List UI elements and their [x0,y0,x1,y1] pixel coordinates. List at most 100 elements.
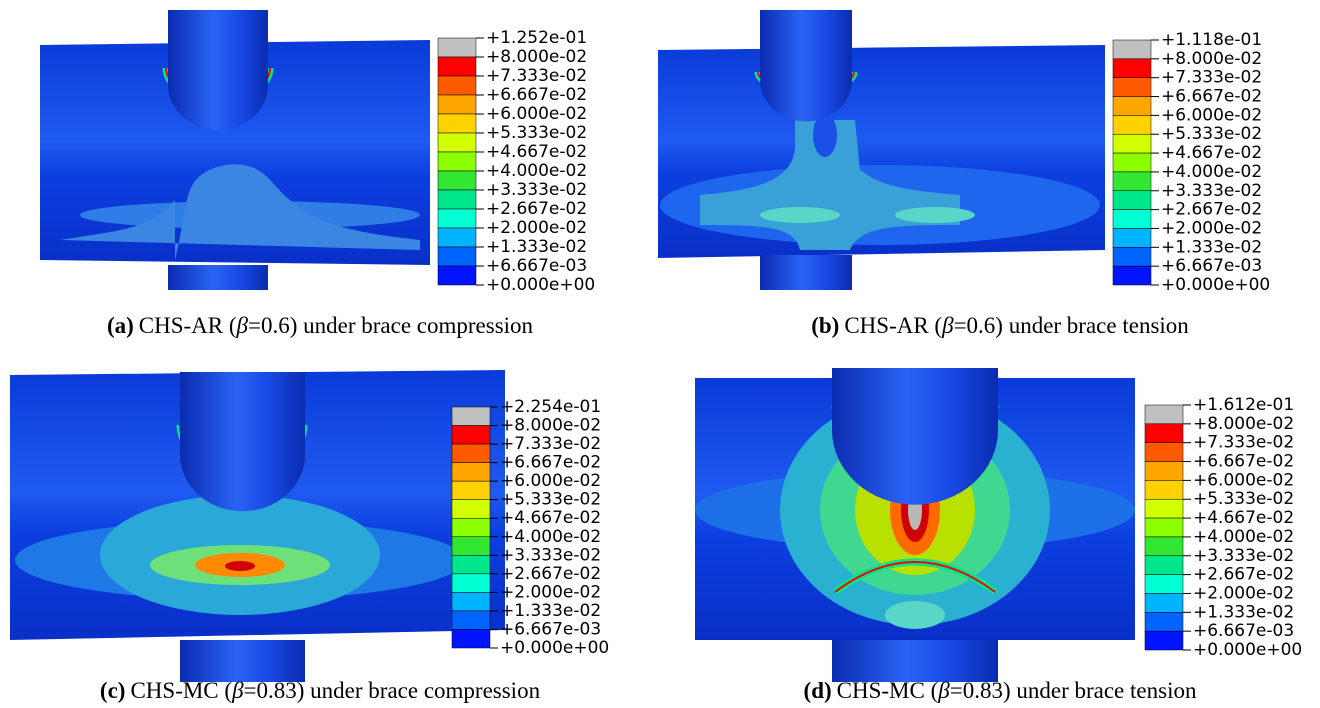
legend-swatch [1113,134,1151,153]
caption-prefix: CHS-AR ( [844,313,942,338]
legend-label: +6.667e-02 [500,453,601,473]
legend-swatch [438,247,476,266]
legend-label: +4.000e-02 [1193,527,1294,547]
legend-label: +8.000e-02 [486,47,587,67]
stress-region [760,207,840,223]
legend-swatch [1113,59,1151,78]
caption-suffix: =0.83) under brace tension [950,678,1197,703]
caption-suffix: =0.6) under brace tension [954,313,1190,338]
legend-label: +3.333e-02 [1193,546,1294,566]
legend-swatch [1113,78,1151,97]
legend-swatch [1113,210,1151,229]
legend-label: +4.667e-02 [1161,143,1262,163]
legend-swatch [438,57,476,76]
brace [168,10,268,130]
legend-swatch [1145,537,1183,556]
legend-swatch [452,574,490,593]
legend-swatch [1145,556,1183,575]
legend-label: +8.000e-02 [1161,49,1262,69]
legend-swatch [1113,191,1151,210]
legend-label: +3.333e-02 [1161,181,1262,201]
legend-swatch [438,152,476,171]
legend-label: +4.000e-02 [500,527,601,547]
legend-label: +2.667e-02 [486,199,587,219]
legend-label: +1.612e-01 [1193,395,1294,415]
legend-label: +1.333e-02 [1161,237,1262,257]
caption-symbol: β [941,313,954,338]
legend-swatch [1113,40,1151,59]
legend-swatch [452,463,490,482]
caption: (a)CHS-AR (β=0.6) under brace compressio… [107,313,534,338]
legend-swatch [452,592,490,611]
caption-prefix: CHS-MC ( [130,678,232,703]
legend-label: +7.333e-02 [1161,68,1262,88]
legend-swatch [452,629,490,648]
legend-label: +0.000e+00 [500,638,609,658]
caption-suffix: =0.83) under brace compression [244,678,541,703]
legend-swatch [1145,575,1183,594]
caption-prefix: CHS-AR ( [139,313,237,338]
legend-label: +4.667e-02 [500,508,601,528]
legend-swatch [1145,593,1183,612]
caption: (c)CHS-MC (β=0.83) under brace compressi… [100,678,541,703]
legend-swatch [452,444,490,463]
legend-label: +6.000e-02 [486,104,587,124]
legend-swatch [1113,115,1151,134]
brace [180,640,305,682]
stress-region [225,561,255,571]
legend-label: +6.000e-02 [1161,105,1262,125]
legend-label: +6.667e-02 [1161,87,1262,107]
caption-suffix: =0.6) under brace compression [248,313,534,338]
legend-swatch [438,95,476,114]
caption-label: (d) [804,678,832,703]
legend-swatch [438,190,476,209]
legend-swatch [1113,97,1151,116]
legend-label: +7.333e-02 [1193,433,1294,453]
legend-swatch [1113,153,1151,172]
legend-label: +6.667e-03 [1161,256,1262,276]
contour-plot [658,10,1105,290]
legend-label: +1.333e-02 [486,237,587,257]
legend-label: +5.333e-02 [1193,489,1294,509]
legend-label: +8.000e-02 [500,416,601,436]
brace [760,255,852,290]
legend-label: +3.333e-02 [500,545,601,565]
caption: (b)CHS-AR (β=0.6) under brace tension [811,313,1189,338]
legend-label: +2.667e-02 [1193,565,1294,585]
caption: (d)CHS-MC (β=0.83) under brace tension [804,678,1197,703]
legend-label: +6.667e-03 [486,256,587,276]
legend-label: +1.118e-01 [1161,30,1262,50]
legend-label: +7.333e-02 [486,66,587,86]
legend-swatch [1145,424,1183,443]
legend-label: +5.333e-02 [486,123,587,143]
brace [832,640,998,682]
legend-label: +1.333e-02 [500,601,601,621]
legend-label: +3.333e-02 [486,180,587,200]
legend-label: +4.667e-02 [1193,508,1294,528]
legend-swatch [1113,172,1151,191]
legend-swatch [452,518,490,537]
legend-label: +2.000e-02 [500,582,601,602]
caption-symbol: β [236,313,249,338]
legend-swatch [1145,518,1183,537]
legend-label: +5.333e-02 [1161,124,1262,144]
figure: +1.252e-01+8.000e-02+7.333e-02+6.667e-02… [0,0,1320,708]
caption-label: (a) [107,313,134,338]
legend-swatch [438,228,476,247]
legend-swatch [452,407,490,426]
legend-label: +6.667e-03 [1193,621,1294,641]
brace [168,265,268,290]
brace [760,10,852,121]
legend-swatch [438,38,476,57]
legend-label: +0.000e+00 [1193,640,1302,660]
legend-swatch [438,266,476,285]
legend-label: +2.000e-02 [1193,583,1294,603]
legend-swatch [438,133,476,152]
legend-label: +1.333e-02 [1193,602,1294,622]
legend-label: +2.667e-02 [500,564,601,584]
legend-swatch [438,76,476,95]
legend-swatch [1145,443,1183,462]
legend-swatch [1145,480,1183,499]
legend-swatch [438,114,476,133]
legend-swatch [452,481,490,500]
